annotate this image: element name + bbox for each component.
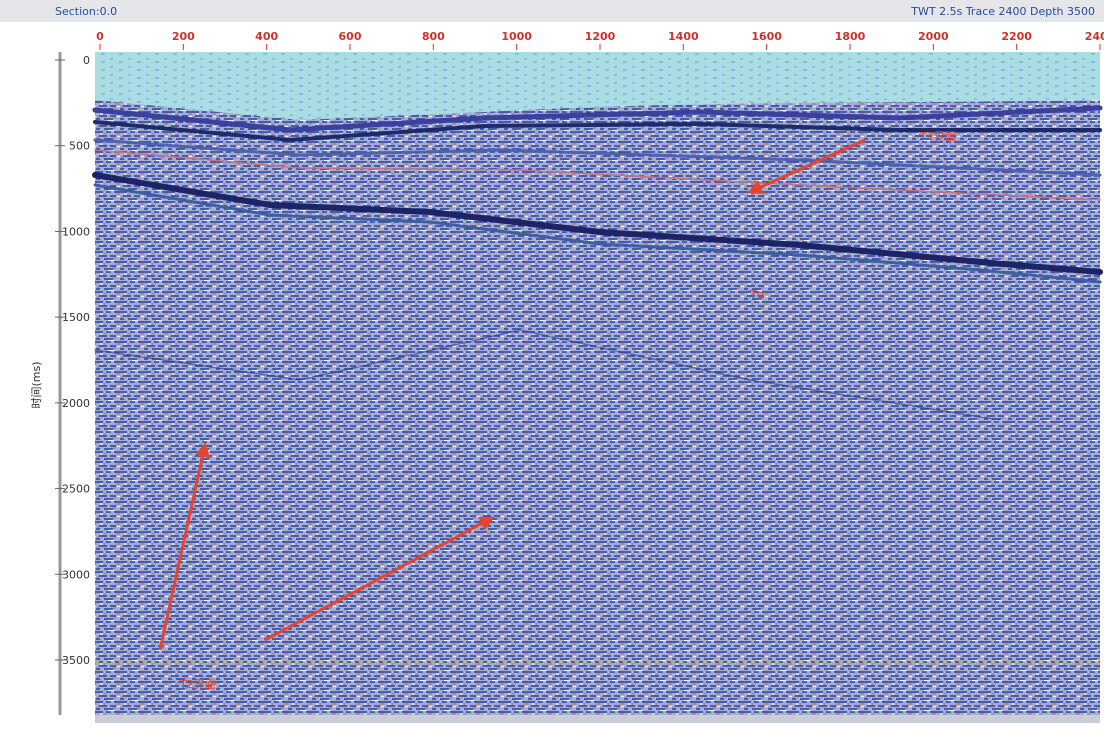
page: Section:0.0 TWT 2.5s Trace 2400 Depth 35… bbox=[0, 0, 1104, 728]
depth-tick-label: 1500 bbox=[62, 311, 90, 324]
trace-label: 1800 bbox=[835, 30, 866, 43]
depth-tick-label: 0 bbox=[83, 54, 90, 67]
trace-label: 200 bbox=[172, 30, 195, 43]
depth-tick-label: 3500 bbox=[62, 654, 90, 667]
depth-tick-label: 3000 bbox=[62, 568, 90, 581]
header-right: TWT 2.5s Trace 2400 Depth 3500 bbox=[910, 5, 1095, 18]
trace-label: 2000 bbox=[918, 30, 949, 43]
trace-label: 2200 bbox=[1001, 30, 1032, 43]
annotation: T1界面 bbox=[919, 130, 956, 143]
scrollbar bbox=[95, 715, 1100, 723]
depth-tick-label: 1000 bbox=[62, 225, 90, 238]
trace-label: 1000 bbox=[501, 30, 532, 43]
trace-label: 1400 bbox=[668, 30, 699, 43]
depth-tick-label: 500 bbox=[69, 140, 90, 153]
trace-label: 600 bbox=[339, 30, 362, 43]
depth-tick-label: 2500 bbox=[62, 483, 90, 496]
annotation: Tg bbox=[749, 288, 764, 301]
depth-tick-label: 2000 bbox=[62, 397, 90, 410]
trace-label: 800 bbox=[422, 30, 445, 43]
annotation: T2界面 bbox=[179, 678, 216, 691]
trace-label: 2400 bbox=[1085, 30, 1104, 43]
trace-label: 0 bbox=[96, 30, 104, 43]
trace-label: 400 bbox=[255, 30, 278, 43]
axis-label: 时间(ms) bbox=[30, 361, 43, 408]
seismic-view: Section:0.0 TWT 2.5s Trace 2400 Depth 35… bbox=[0, 0, 1104, 728]
trace-label: 1200 bbox=[585, 30, 616, 43]
trace-label: 1600 bbox=[751, 30, 782, 43]
header-left: Section:0.0 bbox=[55, 5, 117, 18]
